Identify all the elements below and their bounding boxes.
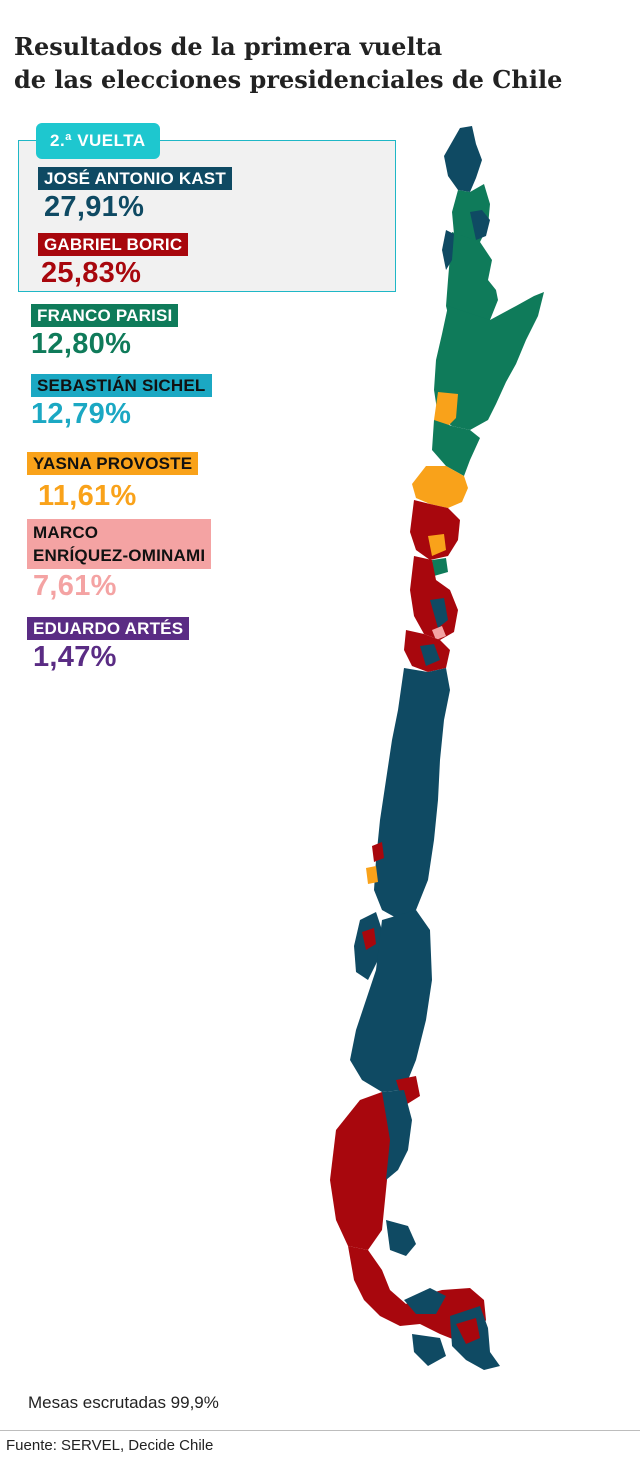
footer-divider [0,1430,640,1431]
candidate-name: SEBASTIÁN SICHEL [31,374,212,397]
candidate-name-line-2: ENRÍQUEZ-OMINAMI [33,546,206,565]
region-valparaiso-parisi [432,558,448,576]
region-antofagasta-parisi [434,292,544,430]
region-aysen-boric [330,1092,394,1250]
candidate-boric: GABRIEL BORIC 25,83% [38,233,189,290]
region-magallanes-kast-2 [404,1288,446,1314]
candidate-name: JOSÉ ANTONIO KAST [38,167,232,190]
region-south-provoste-dot [366,866,378,884]
region-central-south-kast [374,668,450,920]
candidate-provoste: YASNA PROVOSTE 11,61% [27,452,199,513]
candidate-name: YASNA PROVOSTE [27,452,199,475]
candidate-name: GABRIEL BORIC [38,233,189,256]
region-magallanes-kast-1 [386,1220,416,1256]
candidate-percent: 12,79% [31,398,132,430]
region-north-kast-2 [470,210,490,240]
candidate-percent: 7,61% [33,570,117,602]
candidate-artes: EDUARDO ARTÉS 1,47% [27,617,190,674]
candidate-percent: 11,61% [38,480,137,512]
region-north-kast-3 [442,230,454,270]
candidate-percent: 1,47% [33,641,117,673]
region-coquimbo-provoste [412,466,468,508]
candidate-name: MARCO ENRÍQUEZ-OMINAMI [27,519,212,569]
title-line-1: Resultados de la primera vuelta [14,32,443,61]
candidate-percent: 12,80% [31,328,132,360]
region-santiago-kast [430,598,448,628]
candidate-parisi: FRANCO PARISI 12,80% [31,304,179,361]
region-chiloe-boric [362,928,376,950]
region-valparaiso-boric [410,500,460,560]
region-loslagos-kast [350,910,432,1092]
region-north-kast [444,126,482,192]
region-tierra-fuego-boric [456,1318,480,1344]
candidate-percent: 25,83% [41,257,142,289]
candidate-enriquez-ominami: MARCO ENRÍQUEZ-OMINAMI 7,61% [27,519,212,603]
candidate-name-line-1: MARCO [33,523,99,542]
region-south-boric-dot [372,842,384,862]
region-aysen-kast [382,1090,412,1180]
mesas-escrutadas: Mesas escrutadas 99,9% [28,1393,219,1412]
title-line-2: de las elecciones presidenciales de Chil… [14,65,563,94]
region-ohiggins-kast [420,644,440,666]
runoff-box [18,140,396,292]
candidate-sichel: SEBASTIÁN SICHEL 12,79% [31,374,212,431]
candidate-percent: 27,91% [44,191,145,223]
candidate-name: FRANCO PARISI [31,304,179,327]
region-santiago-pink [432,626,446,640]
region-atacama-provoste [434,392,458,428]
runoff-tag: 2.ª VUELTA [36,123,160,159]
candidate-name: EDUARDO ARTÉS [27,617,190,640]
chile-results-map [330,126,544,1370]
page-title: Resultados de la primera vuelta de las e… [14,30,614,96]
region-atacama-parisi [432,420,480,476]
candidate-kast: JOSÉ ANTONIO KAST 27,91% [38,167,232,224]
region-strait-kast [412,1334,446,1366]
source-note: Fuente: SERVEL, Decide Chile [6,1437,214,1454]
region-valparaiso-provoste [428,534,446,556]
